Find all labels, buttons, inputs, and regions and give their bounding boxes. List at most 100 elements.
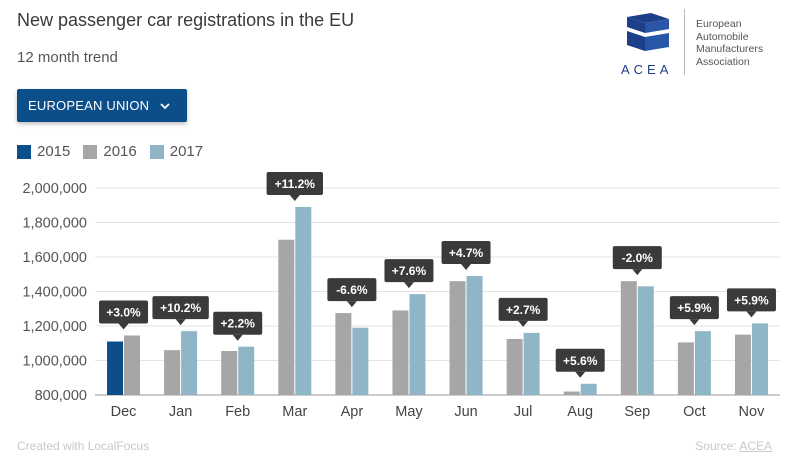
change-label: +2.2% [221, 317, 256, 331]
x-tick-label: Jul [514, 404, 533, 420]
change-label-pointer [175, 319, 186, 326]
x-tick-label: Dec [111, 404, 137, 420]
bar-2015-dec [107, 341, 124, 395]
bar-2016-oct [677, 342, 694, 395]
legend-item-2017[interactable]: 2017 [149, 143, 204, 160]
x-tick-label: Aug [567, 404, 593, 420]
change-label: +5.9% [734, 293, 769, 307]
bar-2016-aug [563, 391, 580, 395]
change-label-box [669, 296, 719, 320]
x-tick-label: Jun [454, 404, 477, 420]
acea-logo: ACEA European Automobile Manufacturers A… [621, 9, 781, 77]
bar-2016-sep [620, 281, 637, 395]
org-line: Manufacturers [696, 43, 764, 55]
acea-acronym: ACEA [621, 62, 673, 77]
change-label-pointer [289, 194, 300, 201]
chart-subtitle: 12 month trend [17, 49, 118, 66]
legend-item-2016[interactable]: 2016 [83, 143, 137, 160]
chart-legend: 2015 2016 2017 [17, 143, 203, 160]
change-label-box [441, 240, 491, 264]
change-label: +5.6% [563, 354, 598, 368]
change-label: +11.2% [275, 177, 316, 191]
change-label: +5.9% [677, 301, 712, 315]
bar-2017-apr [352, 327, 369, 395]
legend-swatch-2017 [149, 144, 164, 159]
org-line: Association [696, 55, 750, 68]
change-label-box [266, 171, 323, 195]
change-label-box [384, 259, 434, 283]
bar-2016-may [392, 310, 409, 395]
bar-2016-jan [164, 350, 181, 395]
change-label-pointer [232, 334, 243, 341]
change-label-pointer [746, 311, 757, 318]
acea-logo-icon [627, 13, 669, 51]
region-dropdown-label: EUROPEAN UNION [28, 98, 150, 113]
change-label-box [99, 300, 149, 324]
bar-2017-oct [694, 331, 711, 395]
x-tick-label: Jan [169, 404, 192, 420]
y-tick-label: 2,000,000 [22, 181, 87, 197]
x-tick-label: Mar [282, 404, 307, 420]
change-label-box [498, 297, 548, 321]
legend-swatch-2016 [83, 144, 98, 159]
y-tick-label: 1,000,000 [22, 354, 87, 370]
change-label-pointer [689, 319, 700, 326]
bar-2017-may [409, 294, 426, 395]
y-tick-label: 1,800,000 [22, 216, 87, 232]
bar-2016-dec [124, 335, 141, 395]
bar-2016-mar [278, 239, 295, 395]
bar-2017-jun [466, 275, 483, 395]
x-tick-label: Apr [341, 404, 364, 420]
legend-swatch-2015 [17, 144, 31, 159]
bar-2016-jun [449, 281, 466, 395]
change-label: -6.6% [336, 283, 368, 297]
y-tick-label: 1,200,000 [22, 319, 87, 335]
source-note: Source: ACEA [695, 439, 772, 453]
region-dropdown[interactable]: EUROPEAN UNION [17, 89, 187, 122]
change-label-box [327, 278, 377, 302]
logo-divider [684, 9, 685, 75]
change-label-box [152, 296, 209, 320]
x-tick-label: Nov [739, 404, 766, 420]
legend-label-2017: 2017 [169, 143, 204, 160]
change-label: +3.0% [106, 305, 141, 319]
change-label: +10.2% [160, 301, 201, 315]
change-label-pointer [518, 320, 529, 327]
bar-2017-jan [181, 331, 198, 395]
change-label: +7.6% [392, 264, 427, 278]
bar-chart: 2,000,000 1,800,000 1,600,000 1,400,000 1,20… [22, 171, 780, 420]
change-label: -2.0% [622, 251, 654, 265]
change-label-pointer [346, 301, 357, 308]
bar-2016-apr [335, 313, 352, 395]
bar-2017-sep [637, 286, 654, 395]
change-label-pointer [403, 282, 414, 289]
change-label-pointer [632, 269, 643, 276]
legend-label-2015: 2015 [37, 143, 71, 160]
legend-item-2015[interactable]: 2015 [17, 143, 70, 160]
bar-2016-jul [506, 338, 523, 395]
bar-2016-feb [221, 351, 238, 395]
y-tick-label: 1,600,000 [22, 250, 87, 266]
x-tick-label: May [395, 404, 423, 420]
bar-2017-mar [295, 206, 312, 395]
org-line: European [696, 18, 742, 30]
change-label-box [612, 246, 662, 270]
bar-2016-nov [734, 334, 751, 395]
x-tick-label: Feb [225, 404, 250, 420]
y-tick-label: 800,000 [35, 388, 87, 404]
org-line: Automobile [696, 30, 749, 43]
legend-label-2016: 2016 [103, 143, 137, 160]
x-tick-label: Sep [624, 404, 650, 420]
change-label-box [726, 288, 776, 312]
organization-name: European Automobile Manufacturers Associ… [696, 18, 763, 68]
created-with-note: Created with LocalFocus [17, 439, 150, 453]
bar-2017-jul [523, 332, 540, 395]
bar-2017-nov [751, 323, 768, 395]
change-label: +2.7% [506, 303, 541, 317]
source-link[interactable]: ACEA [739, 439, 772, 453]
change-label-pointer [118, 323, 129, 330]
change-label-box [213, 311, 263, 335]
chart-title: New passenger car registrations in the E… [17, 10, 355, 30]
change-label-pointer [575, 371, 586, 378]
change-label-pointer [461, 263, 472, 270]
